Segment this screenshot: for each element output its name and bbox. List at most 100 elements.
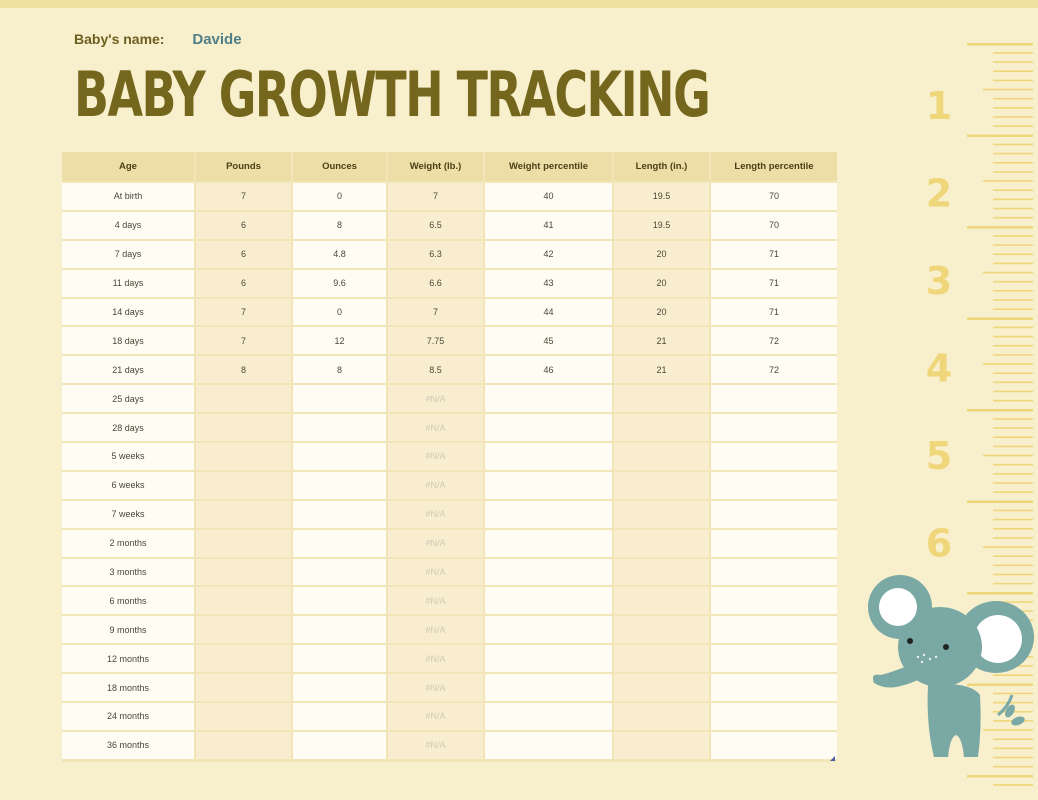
data-cell[interactable] xyxy=(485,674,612,702)
data-cell[interactable]: 6 xyxy=(196,240,291,268)
baby-name-value[interactable]: Davide xyxy=(192,31,242,48)
data-cell[interactable]: 70 xyxy=(711,211,837,239)
data-cell[interactable]: #N/A xyxy=(388,500,483,528)
data-cell[interactable]: 7 xyxy=(388,183,483,210)
data-cell[interactable] xyxy=(485,414,612,442)
data-cell[interactable] xyxy=(293,587,386,615)
data-cell[interactable] xyxy=(293,674,386,702)
data-cell[interactable]: 72 xyxy=(711,327,837,355)
data-cell[interactable]: 12 xyxy=(293,327,386,355)
data-cell[interactable]: 9.6 xyxy=(293,269,386,297)
data-cell[interactable] xyxy=(196,443,291,470)
data-cell[interactable] xyxy=(196,414,291,442)
data-cell[interactable]: 43 xyxy=(485,269,612,297)
data-cell[interactable]: 0 xyxy=(293,298,386,326)
data-cell[interactable] xyxy=(293,616,386,644)
data-cell[interactable]: #N/A xyxy=(388,414,483,442)
data-cell[interactable] xyxy=(293,500,386,528)
data-cell[interactable]: 6.6 xyxy=(388,269,483,297)
data-cell[interactable]: 19.5 xyxy=(614,183,709,210)
data-cell[interactable]: 21 xyxy=(614,327,709,355)
data-cell[interactable] xyxy=(485,616,612,644)
data-cell[interactable] xyxy=(293,645,386,673)
data-cell[interactable] xyxy=(196,703,291,730)
data-cell[interactable]: 8 xyxy=(293,356,386,384)
data-cell[interactable]: 19.5 xyxy=(614,211,709,239)
data-cell[interactable]: 71 xyxy=(711,298,837,326)
data-cell[interactable] xyxy=(293,471,386,499)
data-cell[interactable] xyxy=(485,703,612,730)
data-cell[interactable] xyxy=(711,645,837,673)
data-cell[interactable] xyxy=(711,616,837,644)
data-cell[interactable]: 20 xyxy=(614,269,709,297)
data-cell[interactable]: 8 xyxy=(293,211,386,239)
data-cell[interactable]: #N/A xyxy=(388,645,483,673)
data-cell[interactable] xyxy=(196,529,291,557)
data-cell[interactable] xyxy=(614,385,709,413)
data-cell[interactable] xyxy=(485,558,612,586)
data-cell[interactable] xyxy=(614,529,709,557)
data-cell[interactable] xyxy=(711,731,837,759)
data-cell[interactable]: #N/A xyxy=(388,443,483,470)
data-cell[interactable]: #N/A xyxy=(388,703,483,730)
data-cell[interactable]: 44 xyxy=(485,298,612,326)
data-cell[interactable]: #N/A xyxy=(388,558,483,586)
data-cell[interactable] xyxy=(196,385,291,413)
data-cell[interactable] xyxy=(614,500,709,528)
data-cell[interactable]: #N/A xyxy=(388,587,483,615)
data-cell[interactable] xyxy=(614,645,709,673)
data-cell[interactable] xyxy=(293,731,386,759)
data-cell[interactable] xyxy=(614,414,709,442)
data-cell[interactable]: 21 xyxy=(614,356,709,384)
data-cell[interactable]: 42 xyxy=(485,240,612,268)
data-cell[interactable] xyxy=(711,471,837,499)
data-cell[interactable] xyxy=(293,385,386,413)
data-cell[interactable] xyxy=(485,645,612,673)
data-cell[interactable]: 20 xyxy=(614,240,709,268)
data-cell[interactable] xyxy=(196,731,291,759)
data-cell[interactable]: 6.5 xyxy=(388,211,483,239)
data-cell[interactable] xyxy=(485,529,612,557)
data-cell[interactable]: 0 xyxy=(293,183,386,210)
data-cell[interactable] xyxy=(293,529,386,557)
data-cell[interactable]: 7.75 xyxy=(388,327,483,355)
data-cell[interactable]: 70 xyxy=(711,183,837,210)
data-cell[interactable] xyxy=(614,731,709,759)
data-cell[interactable] xyxy=(614,443,709,470)
data-cell[interactable]: 6.3 xyxy=(388,240,483,268)
data-cell[interactable] xyxy=(711,443,837,470)
data-cell[interactable] xyxy=(614,471,709,499)
data-cell[interactable]: 8.5 xyxy=(388,356,483,384)
data-cell[interactable]: 71 xyxy=(711,269,837,297)
data-cell[interactable] xyxy=(614,616,709,644)
data-cell[interactable] xyxy=(196,558,291,586)
data-cell[interactable] xyxy=(614,558,709,586)
data-cell[interactable] xyxy=(485,731,612,759)
data-cell[interactable] xyxy=(711,587,837,615)
data-cell[interactable] xyxy=(711,529,837,557)
data-cell[interactable] xyxy=(485,471,612,499)
data-cell[interactable] xyxy=(485,385,612,413)
data-cell[interactable] xyxy=(614,674,709,702)
data-cell[interactable]: 46 xyxy=(485,356,612,384)
data-cell[interactable] xyxy=(711,674,837,702)
data-cell[interactable]: 7 xyxy=(196,327,291,355)
data-cell[interactable] xyxy=(711,414,837,442)
data-cell[interactable]: 7 xyxy=(196,183,291,210)
data-cell[interactable]: 7 xyxy=(388,298,483,326)
data-cell[interactable] xyxy=(293,703,386,730)
data-cell[interactable]: 8 xyxy=(196,356,291,384)
data-cell[interactable]: 6 xyxy=(196,211,291,239)
data-cell[interactable] xyxy=(196,616,291,644)
data-cell[interactable]: 71 xyxy=(711,240,837,268)
data-cell[interactable]: #N/A xyxy=(388,731,483,759)
data-cell[interactable] xyxy=(196,645,291,673)
data-cell[interactable] xyxy=(196,587,291,615)
data-cell[interactable] xyxy=(485,587,612,615)
data-cell[interactable]: #N/A xyxy=(388,616,483,644)
data-cell[interactable]: 40 xyxy=(485,183,612,210)
data-cell[interactable] xyxy=(196,500,291,528)
data-cell[interactable] xyxy=(485,500,612,528)
data-cell[interactable] xyxy=(711,385,837,413)
data-cell[interactable]: 4.8 xyxy=(293,240,386,268)
